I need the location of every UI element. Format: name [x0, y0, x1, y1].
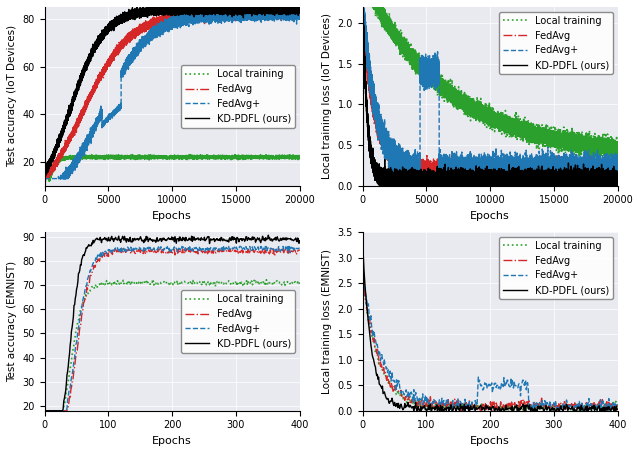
- X-axis label: Epochs: Epochs: [152, 211, 192, 221]
- Y-axis label: Test accuracy (EMNIST): Test accuracy (EMNIST): [7, 261, 17, 382]
- X-axis label: Epochs: Epochs: [470, 436, 510, 446]
- Legend: Local training, FedAvg, FedAvg+, KD-PDFL (ours): Local training, FedAvg, FedAvg+, KD-PDFL…: [499, 237, 613, 299]
- Legend: Local training, FedAvg, FedAvg+, KD-PDFL (ours): Local training, FedAvg, FedAvg+, KD-PDFL…: [499, 12, 613, 74]
- Legend: Local training, FedAvg, FedAvg+, KD-PDFL (ours): Local training, FedAvg, FedAvg+, KD-PDFL…: [180, 290, 295, 352]
- X-axis label: Epochs: Epochs: [470, 211, 510, 221]
- Legend: Local training, FedAvg, FedAvg+, KD-PDFL (ours): Local training, FedAvg, FedAvg+, KD-PDFL…: [180, 65, 295, 128]
- X-axis label: Epochs: Epochs: [152, 436, 192, 446]
- Y-axis label: Local training loss (IoT Devices): Local training loss (IoT Devices): [322, 13, 332, 179]
- Y-axis label: Test accuracy (IoT Devices): Test accuracy (IoT Devices): [7, 25, 17, 168]
- Y-axis label: Local training loss (EMNIST): Local training loss (EMNIST): [322, 249, 332, 394]
